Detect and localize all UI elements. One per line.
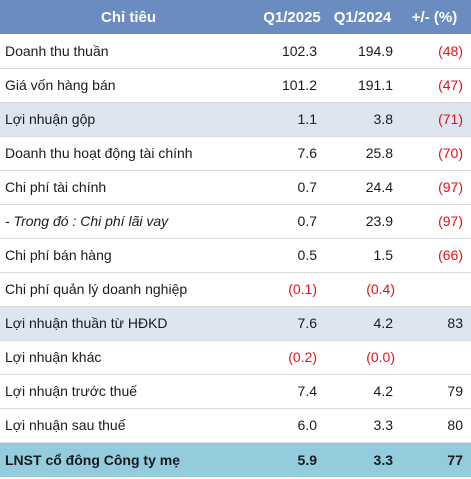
- row-change: (97): [438, 179, 463, 195]
- row-change: 80: [447, 417, 463, 433]
- table-row: Doanh thu hoạt động tài chính 7.6 25.8 (…: [0, 136, 471, 170]
- row-label: - Trong đó : Chi phí lãi vay: [5, 213, 169, 229]
- row-change: [398, 340, 471, 374]
- row-change: (97): [438, 213, 463, 229]
- row-label: Doanh thu hoạt động tài chính: [5, 145, 193, 161]
- row-q1-2024: 3.3: [373, 451, 393, 468]
- table-row: Lợi nhuận khác (0.2) (0.0): [0, 340, 471, 374]
- row-q1-2024: 3.8: [373, 111, 393, 127]
- row-label: Chi phí bán hàng: [5, 247, 112, 263]
- row-q1-2024: 1.5: [373, 247, 393, 263]
- row-label: Chi phí quản lý doanh nghiệp: [5, 281, 188, 297]
- row-label: Lợi nhuận gộp: [5, 111, 96, 127]
- row-q1-2025: 0.7: [297, 179, 317, 195]
- row-q1-2025: 102.3: [281, 42, 317, 59]
- table-row: Lợi nhuận trước thuế 7.4 4.2 79: [0, 374, 471, 408]
- row-change: (47): [438, 77, 463, 93]
- row-q1-2025: 0.7: [297, 213, 317, 229]
- row-q1-2025: (0.2): [288, 349, 317, 365]
- row-q1-2025: 7.6: [297, 315, 317, 331]
- table-row: Lợi nhuận thuần từ HĐKD 7.6 4.2 83: [0, 306, 471, 340]
- header-q1-2025: Q1/2025: [263, 8, 321, 26]
- row-change: (70): [438, 145, 463, 161]
- row-q1-2025: (0.1): [288, 281, 317, 297]
- row-q1-2024: (0.0): [366, 349, 395, 365]
- row-q1-2024: 4.2: [373, 315, 393, 331]
- row-q1-2024: 4.2: [373, 383, 393, 399]
- row-label: LNST cổ đông Công ty mẹ: [5, 451, 180, 468]
- row-q1-2024: 25.8: [365, 145, 393, 161]
- row-label: Giá vốn hàng bán: [5, 77, 116, 93]
- table-row: Chi phí bán hàng 0.5 1.5 (66): [0, 238, 471, 272]
- table-row: Chi phí quản lý doanh nghiệp (0.1) (0.4): [0, 272, 471, 306]
- header-change: +/- (%): [411, 8, 458, 26]
- row-q1-2025: 6.0: [297, 417, 317, 433]
- row-q1-2024: 194.9: [357, 42, 393, 59]
- row-change: 79: [447, 383, 463, 399]
- table-row: Giá vốn hàng bán 101.2 191.1 (47): [0, 68, 471, 102]
- row-label: Lợi nhuận sau thuế: [5, 417, 126, 433]
- row-label: Chi phí tài chính: [5, 179, 107, 195]
- header-label: Chỉ tiêu: [101, 8, 156, 26]
- table-row: Chi phí tài chính 0.7 24.4 (97): [0, 170, 471, 204]
- row-change: (48): [438, 42, 463, 59]
- row-label: Lợi nhuận thuần từ HĐKD: [5, 315, 168, 331]
- row-q1-2024: 24.4: [365, 179, 393, 195]
- row-q1-2024: (0.4): [366, 281, 395, 297]
- row-change: (66): [438, 247, 463, 263]
- row-q1-2025: 5.9: [297, 451, 317, 468]
- row-q1-2025: 101.2: [281, 77, 317, 93]
- header-row: Chỉ tiêu Q1/2025 Q1/2024 +/- (%): [0, 0, 471, 34]
- row-q1-2025: 1.1: [297, 111, 317, 127]
- table-row: Doanh thu thuần 102.3 194.9 (48): [0, 34, 471, 68]
- row-label: Lợi nhuận khác: [5, 349, 102, 365]
- row-label: Lợi nhuận trước thuế: [5, 383, 138, 399]
- row-q1-2025: 7.6: [297, 145, 317, 161]
- row-q1-2025: 7.4: [297, 383, 317, 399]
- table-row: - Trong đó : Chi phí lãi vay 0.7 23.9 (9…: [0, 204, 471, 238]
- row-change: (71): [438, 111, 463, 127]
- row-change: [398, 272, 471, 306]
- table-row: Lợi nhuận gộp 1.1 3.8 (71): [0, 102, 471, 136]
- row-q1-2025: 0.5: [297, 247, 317, 263]
- total-row: LNST cổ đông Công ty mẹ 5.9 3.3 77: [0, 442, 471, 477]
- row-change: 77: [447, 451, 463, 468]
- header-q1-2024: Q1/2024: [333, 8, 392, 26]
- row-q1-2024: 23.9: [365, 213, 393, 229]
- row-label: Doanh thu thuần: [5, 42, 109, 59]
- table-row: Lợi nhuận sau thuế 6.0 3.3 80: [0, 408, 471, 442]
- row-q1-2024: 191.1: [357, 77, 393, 93]
- row-q1-2024: 3.3: [373, 417, 393, 433]
- row-change: 83: [447, 315, 463, 331]
